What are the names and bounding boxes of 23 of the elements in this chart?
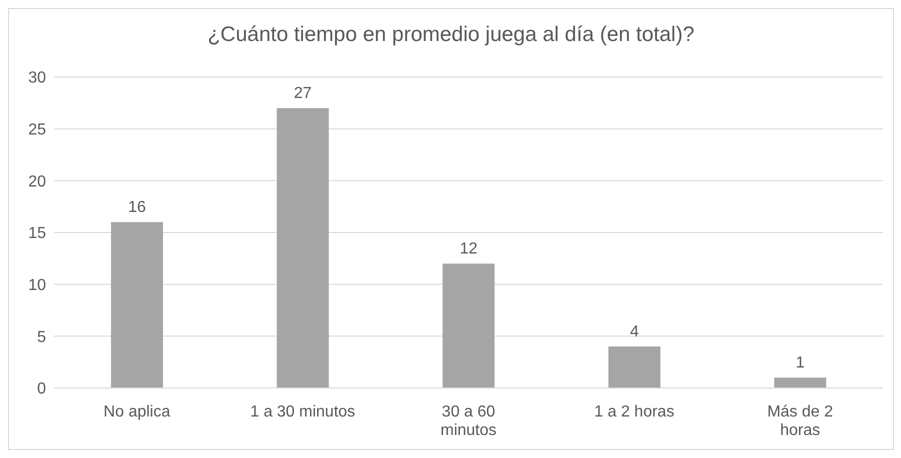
data-label: 4 [630,324,639,341]
y-tick-label: 15 [28,225,46,242]
bar [276,108,329,388]
y-tick-label: 5 [37,328,46,346]
y-tick-label: 0 [37,380,46,398]
x-tick-label: 1 a 2 horas [594,403,674,420]
bar [608,346,660,388]
data-label: 16 [128,199,146,216]
x-tick-label: 30 a 60 minutos [440,403,497,439]
x-tick-label: No aplica [104,403,170,420]
chart-title: ¿Cuánto tiempo en promedio juega al día (en total)? [206,23,696,48]
y-tick-label: 10 [28,277,46,294]
data-label: 27 [294,85,312,102]
bar [774,378,826,388]
y-tick-label: 20 [28,173,46,190]
bar [442,264,495,388]
bar [111,222,163,388]
x-tick-label: Más de 2 horas [767,403,834,439]
y-tick-label: 30 [28,70,46,87]
x-tick-label: 1 a 30 minutos [250,403,356,420]
data-label: 1 [796,354,805,372]
y-tick-label: 25 [28,122,46,139]
data-label: 12 [460,240,478,258]
